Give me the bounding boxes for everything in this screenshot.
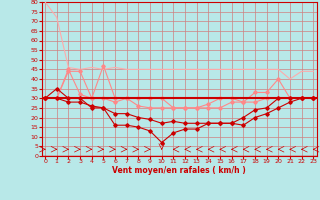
X-axis label: Vent moyen/en rafales ( km/h ): Vent moyen/en rafales ( km/h ) <box>112 166 246 175</box>
